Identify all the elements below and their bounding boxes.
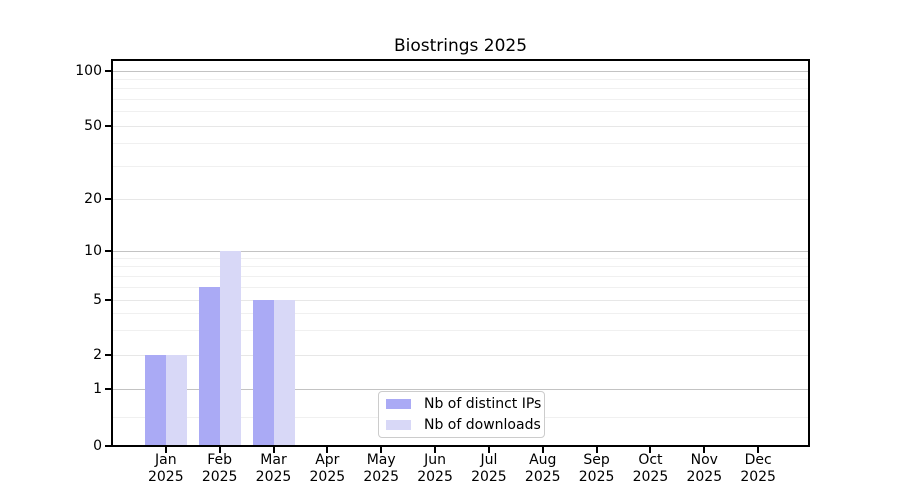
legend-swatch-downloads-icon: [386, 419, 411, 430]
legend-swatch-distinct-ips-icon: [386, 399, 411, 410]
x-tick-aug: [541, 447, 544, 453]
y-tick-20: [105, 198, 111, 200]
y-tick-1: [105, 388, 111, 390]
gridline-y-9: [112, 257, 809, 259]
bar-distinct-ips-mar: [252, 300, 274, 445]
plot-spine-top: [111, 59, 810, 61]
y-tick-label-20: 20: [84, 191, 102, 207]
gridline-y-50: [112, 125, 809, 127]
x-tick-label-feb: Feb 2025: [201, 452, 238, 485]
y-tick-2: [105, 354, 111, 356]
gridline-y-6: [112, 286, 809, 288]
plot-area: [112, 60, 809, 446]
x-tick-label-jan: Jan 2025: [147, 452, 184, 485]
gridline-y-8: [112, 266, 809, 268]
x-tick-apr: [326, 447, 329, 453]
x-tick-label-nov: Nov 2025: [686, 452, 723, 485]
x-tick-label-apr: Apr 2025: [309, 452, 346, 485]
gridline-y-5: [112, 299, 809, 301]
y-tick-5: [105, 299, 111, 301]
gridline-y-90: [112, 78, 809, 80]
x-tick-mar: [272, 447, 275, 453]
x-tick-nov: [703, 447, 706, 453]
y-tick-label-100: 100: [75, 63, 102, 79]
x-tick-dec: [757, 447, 760, 453]
gridline-y-60: [112, 111, 809, 113]
bar-distinct-ips-feb: [198, 287, 220, 445]
gridline-y-40: [112, 143, 809, 145]
x-tick-jun: [434, 447, 437, 453]
gridline-y-20: [112, 198, 809, 200]
bar-downloads-mar: [273, 300, 295, 445]
gridline-y-70: [112, 98, 809, 100]
legend-label-downloads: Nb of downloads: [424, 416, 541, 433]
legend: Nb of distinct IPs Nb of downloads: [378, 391, 545, 438]
gridline-y-100: [112, 70, 809, 72]
y-tick-label-50: 50: [84, 118, 102, 134]
x-tick-jul: [487, 447, 490, 453]
plot-spine-right: [808, 59, 810, 447]
y-tick-label-2: 2: [93, 347, 102, 363]
gridline-y-1: [112, 388, 809, 390]
x-tick-jan: [164, 447, 167, 453]
y-tick-label-5: 5: [93, 292, 102, 308]
gridline-y-3: [112, 330, 809, 332]
x-tick-oct: [649, 447, 652, 453]
plot-spine-bottom: [111, 445, 810, 447]
y-tick-label-0: 0: [93, 438, 102, 454]
x-tick-label-aug: Aug 2025: [524, 452, 561, 485]
x-tick-label-dec: Dec 2025: [740, 452, 776, 485]
chart-title: Biostrings 2025: [393, 36, 528, 56]
x-tick-sep: [595, 447, 598, 453]
x-tick-label-jul: Jul 2025: [471, 452, 507, 485]
gridline-y-10: [112, 250, 809, 252]
x-tick-label-sep: Sep 2025: [578, 452, 615, 485]
bar-distinct-ips-jan: [144, 355, 166, 445]
x-tick-may: [380, 447, 383, 453]
gridline-y-2: [112, 354, 809, 356]
gridline-y-30: [112, 166, 809, 168]
gridline-y-4: [112, 312, 809, 314]
y-tick-100: [105, 70, 111, 72]
legend-entry-downloads: Nb of downloads: [386, 417, 544, 433]
x-tick-label-mar: Mar 2025: [255, 452, 292, 485]
y-tick-0: [105, 445, 111, 447]
legend-entry-distinct-ips: Nb of distinct IPs: [386, 396, 544, 412]
y-tick-50: [105, 125, 111, 127]
gridline-y-7: [112, 275, 809, 277]
bar-downloads-jan: [165, 355, 187, 445]
x-tick-label-oct: Oct 2025: [632, 452, 669, 485]
x-tick-label-may: May 2025: [363, 452, 399, 485]
x-tick-label-jun: Jun 2025: [417, 452, 453, 485]
plot-spine-left: [111, 59, 113, 447]
bar-downloads-feb: [219, 251, 241, 445]
x-tick-feb: [218, 447, 221, 453]
gridline-y-80: [112, 88, 809, 90]
y-tick-label-10: 10: [84, 243, 102, 259]
y-tick-label-1: 1: [93, 381, 102, 397]
legend-label-distinct-ips: Nb of distinct IPs: [424, 396, 542, 413]
y-tick-10: [105, 250, 111, 252]
